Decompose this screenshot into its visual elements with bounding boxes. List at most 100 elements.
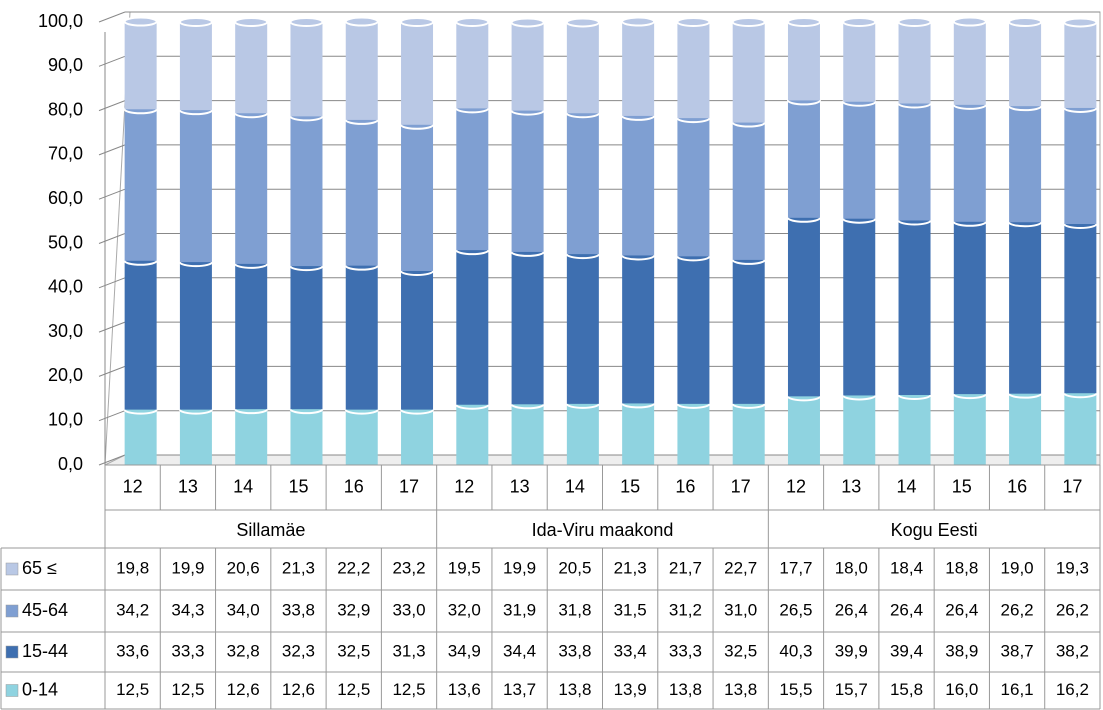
cylinder-edge — [897, 17, 932, 27]
bar-segment — [843, 395, 876, 465]
x-tick-label: 12 — [123, 476, 143, 496]
y-tick-label: 40,0 — [48, 277, 83, 297]
data-table-cell: 31,5 — [614, 600, 647, 619]
x-tick-label: 12 — [786, 476, 806, 496]
bar-segment — [345, 409, 378, 465]
cylinder-edge — [1063, 17, 1098, 28]
bar-segment — [456, 22, 489, 109]
data-table-cell: 32,8 — [227, 641, 260, 660]
data-table-cell: 13,8 — [724, 680, 757, 699]
y-tick-label: 10,0 — [48, 409, 83, 429]
data-table-cell: 33,8 — [558, 641, 591, 660]
data-table-cell: 31,3 — [392, 641, 425, 660]
bar-segment — [566, 254, 599, 404]
bar-segment — [622, 403, 655, 465]
bar-segment — [732, 122, 765, 260]
bar-segment — [511, 251, 544, 405]
bar-segment — [843, 22, 876, 102]
data-table-cell: 32,5 — [724, 641, 757, 660]
data-table-cell: 21,3 — [614, 558, 647, 577]
tick-mark — [98, 55, 126, 67]
cylinder-edge — [289, 17, 324, 27]
x-tick-label: 17 — [1062, 476, 1082, 496]
y-tick-label: 70,0 — [48, 144, 83, 164]
data-table-cell: 26,4 — [835, 600, 868, 619]
bar-segment — [843, 218, 876, 396]
data-table-cell: 12,6 — [227, 680, 260, 699]
cylinder-edge — [344, 16, 379, 27]
data-table-cell: 38,9 — [945, 641, 978, 660]
legend-key — [5, 562, 19, 576]
bar-segment — [456, 108, 489, 251]
y-tick-label: 90,0 — [48, 55, 83, 75]
cylinder-edge — [1008, 17, 1043, 27]
tick-mark — [98, 144, 126, 156]
bar-segment — [677, 403, 710, 465]
data-table-cell: 26,2 — [1056, 600, 1089, 619]
x-tick-label: 17 — [399, 476, 419, 496]
bar-segment — [1064, 107, 1097, 225]
tick-mark — [98, 365, 126, 377]
data-table-cell: 26,4 — [890, 600, 923, 619]
bar-segment — [787, 217, 820, 397]
bar-segment — [345, 119, 378, 266]
data-table-cell: 15,5 — [779, 680, 812, 699]
bar-segment — [677, 118, 710, 257]
data-table-cell: 16,2 — [1056, 680, 1089, 699]
data-table-cell: 33,8 — [282, 600, 315, 619]
x-tick-label: 15 — [620, 476, 640, 496]
data-table-cell: 23,2 — [392, 558, 425, 577]
data-table-cell: 39,4 — [890, 641, 923, 660]
bar-segment — [290, 116, 323, 267]
bar-segment — [1064, 393, 1097, 465]
bar-segment — [953, 104, 986, 222]
bar-segment — [401, 270, 434, 410]
data-table-cell: 16,1 — [1001, 680, 1034, 699]
y-tick-label: 80,0 — [48, 99, 83, 119]
x-tick-label: 14 — [565, 476, 585, 496]
bar-segment — [677, 256, 710, 404]
x-tick-label: 15 — [952, 476, 972, 496]
data-table-cell: 19,9 — [503, 558, 536, 577]
bar-segment — [843, 101, 876, 219]
group-label: Sillamäe — [236, 520, 305, 540]
data-table-cell: 26,2 — [1001, 600, 1034, 619]
bar-segment — [677, 22, 710, 119]
bar-segment — [787, 396, 820, 465]
bar-segment — [787, 100, 820, 218]
data-table-cell: 19,3 — [1056, 558, 1089, 577]
data-table-cell: 19,8 — [116, 558, 149, 577]
data-table-cell: 19,5 — [448, 558, 481, 577]
bar-segment — [179, 262, 212, 410]
data-table-cell: 12,5 — [392, 680, 425, 699]
data-table-cell: 19,0 — [1001, 558, 1034, 577]
bar-segment — [898, 22, 931, 104]
data-table-cell: 34,0 — [227, 600, 260, 619]
data-table-cell: 40,3 — [779, 641, 812, 660]
bar-segment — [511, 22, 544, 111]
bar-segment — [898, 220, 931, 396]
bar-segment — [1009, 222, 1042, 394]
tick-mark — [98, 233, 126, 244]
bar-segment — [179, 22, 212, 111]
y-tick-label: 20,0 — [48, 365, 83, 385]
legend-label: 45-64 — [22, 600, 68, 620]
legend-key — [5, 684, 19, 697]
bar-segment — [456, 404, 489, 465]
bar-segment — [235, 409, 268, 465]
data-table-cell: 21,7 — [669, 558, 702, 577]
legend-label: 15-44 — [22, 641, 68, 661]
bar-segment — [732, 22, 765, 123]
bar-segment — [345, 21, 378, 120]
bar-segment — [290, 22, 323, 117]
bar-segment — [732, 259, 765, 404]
bar-segment — [290, 409, 323, 465]
bar-segment — [124, 21, 157, 110]
cylinder-edge — [676, 17, 711, 27]
data-table-cell: 33,3 — [669, 641, 702, 660]
cylinder-edge — [565, 17, 600, 28]
bar-segment — [235, 113, 268, 264]
x-tick-label: 16 — [675, 476, 695, 496]
data-table-cell: 21,3 — [282, 558, 315, 577]
